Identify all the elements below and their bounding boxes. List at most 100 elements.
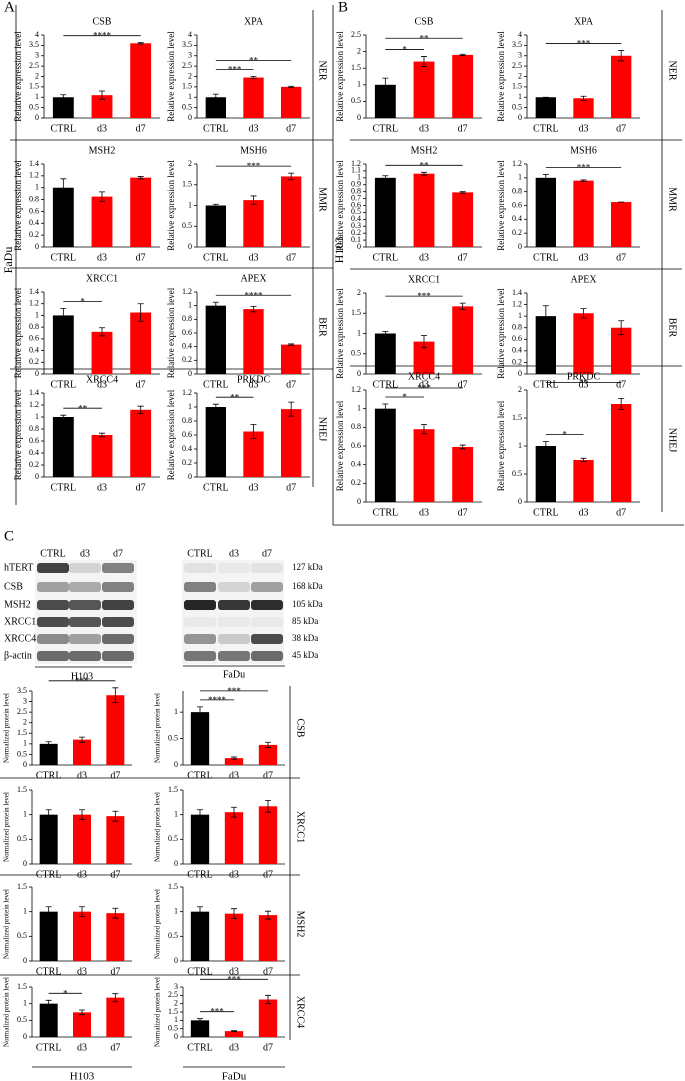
x-tick-label: d7 <box>110 770 120 781</box>
blot-band <box>218 617 250 627</box>
x-tick-label: d3 <box>419 123 429 134</box>
x-tick-label: d7 <box>616 123 626 134</box>
y-tick-label: 1.5 <box>168 1007 178 1016</box>
y-tick-label: 1.5 <box>168 882 178 891</box>
y-tick-label: 0.5 <box>512 469 522 478</box>
cell-line-label: H103 <box>70 1071 95 1081</box>
bar <box>413 341 435 374</box>
y-tick-label: 1 <box>35 412 39 421</box>
y-tick-label: 1.5 <box>17 728 27 737</box>
error-bar <box>79 906 85 917</box>
bar <box>374 333 396 374</box>
significance-label: *** <box>577 39 591 49</box>
x-tick-label: CTRL <box>36 770 62 781</box>
y-tick-label: 3 <box>35 51 39 60</box>
pathway-label: MMR <box>667 187 678 212</box>
x-tick-label: d3 <box>77 869 87 880</box>
x-tick-label: d7 <box>286 379 296 390</box>
y-axis-label: Relative expression level <box>13 389 23 480</box>
significance-label: * <box>402 45 407 55</box>
x-tick-label: d3 <box>249 123 259 134</box>
significance-label: ** <box>420 160 430 170</box>
y-tick-label: 1 <box>518 92 522 101</box>
error-bar <box>250 305 257 313</box>
blot-band <box>184 651 216 661</box>
error-bar <box>265 799 271 813</box>
y-tick-label: 2.5 <box>29 61 39 70</box>
y-tick-label: 0.2 <box>351 478 361 487</box>
y-tick-label: 1 <box>188 200 192 209</box>
y-tick-label: 0 <box>518 242 522 251</box>
error-bar <box>250 424 257 439</box>
y-tick-label: 1 <box>35 310 39 319</box>
y-tick-label: 0.4 <box>182 341 192 350</box>
error-bar <box>459 53 466 56</box>
bar <box>224 1031 244 1037</box>
y-tick-label: 1 <box>23 998 27 1007</box>
bar <box>106 997 125 1037</box>
error-bar <box>212 203 219 208</box>
x-tick-label: d7 <box>458 507 468 518</box>
y-tick-label: 0.5 <box>168 733 178 742</box>
lane-label: d7 <box>262 548 272 559</box>
y-tick-label: 0.5 <box>512 102 522 111</box>
y-tick-label: 0.6 <box>29 334 39 343</box>
y-tick-label: 0 <box>23 1032 27 1041</box>
x-tick-label: d7 <box>286 252 296 263</box>
y-axis-label: Relative expression level <box>496 288 506 379</box>
y-axis-label: Normalized protein level <box>154 889 162 959</box>
blot-band <box>102 617 134 627</box>
y-tick-label: 1 <box>357 328 361 337</box>
significance-label: ** <box>420 33 430 43</box>
y-axis-label: Normalized protein level <box>3 693 11 763</box>
bar <box>573 180 594 247</box>
bar <box>243 431 264 477</box>
x-tick-label: d3 <box>97 252 107 263</box>
error-bar <box>382 331 389 336</box>
error-bar <box>231 806 237 818</box>
y-tick-label: 2 <box>518 71 522 80</box>
error-bar <box>45 809 52 820</box>
y-tick-label: 1.5 <box>351 63 361 72</box>
error-bar <box>99 432 105 438</box>
y-tick-label: 1 <box>174 707 178 716</box>
bar <box>258 915 278 961</box>
y-tick-label: 0 <box>35 472 39 481</box>
blot-band <box>37 617 69 627</box>
y-tick-label: 0.8 <box>182 314 192 323</box>
bar <box>573 313 594 374</box>
x-tick-label: CTRL <box>51 379 77 390</box>
y-tick-label: 2 <box>23 718 27 727</box>
protein-row-label: CSB <box>295 719 306 738</box>
y-tick-label: 4 <box>518 30 522 39</box>
y-tick-label: 2.5 <box>17 707 27 716</box>
bar <box>39 1003 58 1037</box>
error-bar <box>45 906 52 917</box>
significance-label: * <box>80 296 85 306</box>
y-tick-label: 0 <box>188 472 192 481</box>
significance-label: *** <box>75 676 89 686</box>
y-tick-label: 2.5 <box>512 61 522 70</box>
bar <box>205 97 227 118</box>
y-tick-label: 0 <box>518 369 522 378</box>
x-tick-label: d7 <box>458 123 468 134</box>
error-bar <box>250 195 257 205</box>
blot-band <box>184 617 216 627</box>
x-tick-label: CTRL <box>51 123 77 134</box>
x-tick-label: CTRL <box>203 379 229 390</box>
significance-label: **** <box>93 31 112 41</box>
y-tick-label: 2.5 <box>351 30 361 39</box>
bar <box>610 404 632 502</box>
x-tick-label: CTRL <box>533 252 559 263</box>
y-tick-label: 0.5 <box>168 834 178 843</box>
error-bar <box>99 327 105 337</box>
error-bar <box>580 95 587 101</box>
y-axis-label: Normalized protein level <box>154 693 162 763</box>
chart-title: XRCC4 <box>408 371 440 382</box>
y-tick-label: 0.9 <box>351 180 361 189</box>
x-tick-label: CTRL <box>187 966 213 977</box>
error-bar <box>618 398 625 410</box>
x-tick-label: d3 <box>249 379 259 390</box>
y-tick-label: 1.4 <box>29 388 39 397</box>
bar <box>610 55 632 118</box>
